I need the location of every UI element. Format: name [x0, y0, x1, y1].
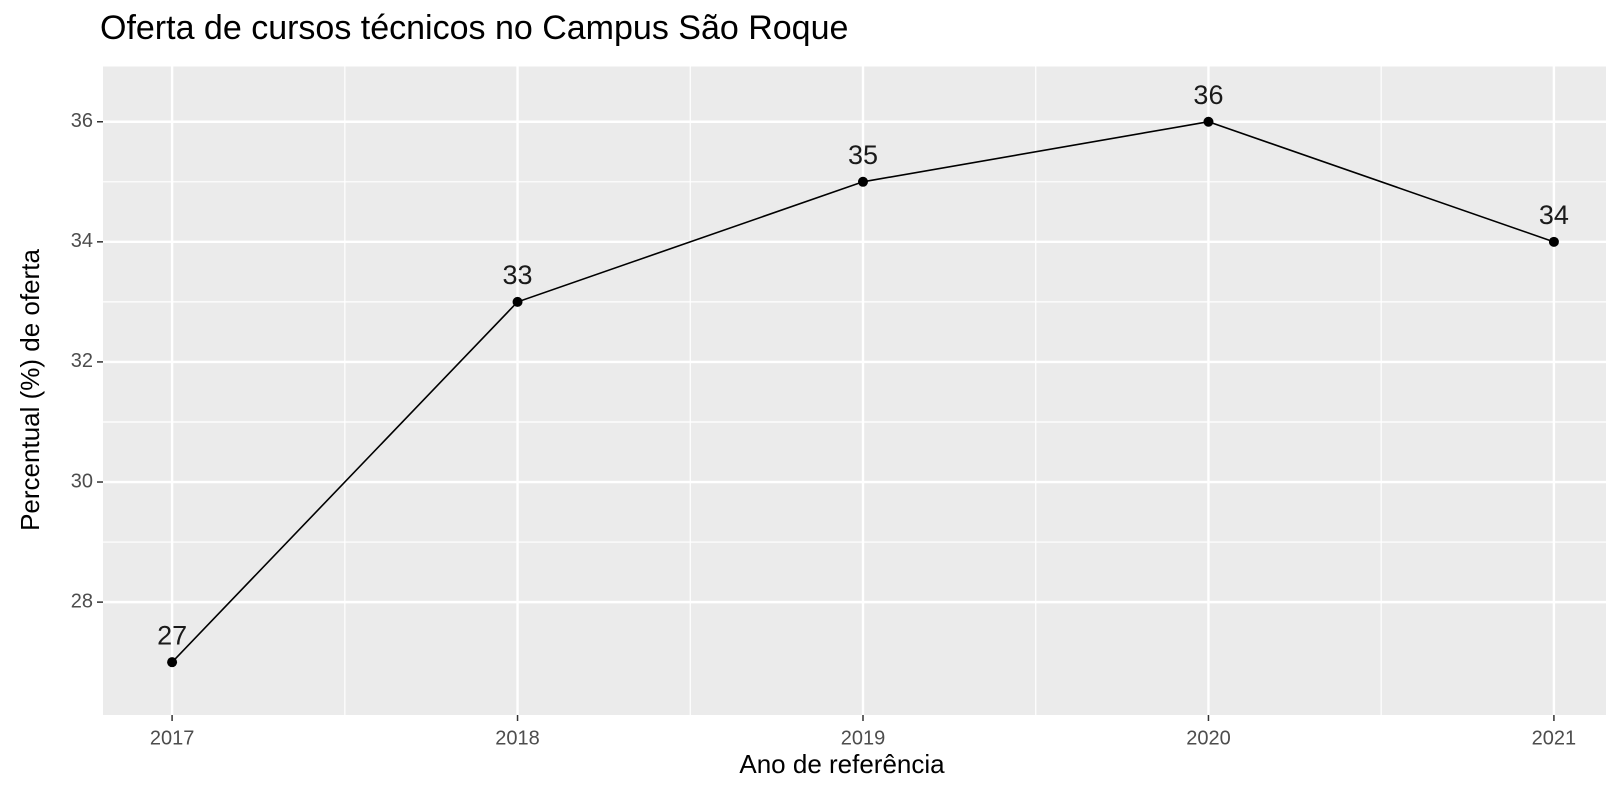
point — [1203, 116, 1214, 127]
plot-panel — [103, 66, 1606, 715]
data-label: 35 — [848, 140, 878, 170]
x-tick-label: 2019 — [841, 727, 886, 749]
y-tick-label: 36 — [71, 110, 93, 132]
x-axis-title: Ano de referência — [739, 749, 945, 779]
point — [167, 657, 178, 668]
y-tick-label: 34 — [71, 230, 93, 252]
y-tick-label: 32 — [71, 350, 93, 372]
point — [1548, 236, 1559, 247]
y-tick-label: 28 — [71, 590, 93, 612]
x-tick-label: 2017 — [150, 727, 195, 749]
data-label: 36 — [1193, 80, 1223, 110]
data-label: 27 — [157, 620, 187, 650]
data-label: 34 — [1539, 200, 1569, 230]
point — [512, 296, 523, 307]
y-tick-label: 30 — [71, 470, 93, 492]
x-tick-label: 2018 — [495, 727, 540, 749]
chart-title: Oferta de cursos técnicos no Campus São … — [100, 9, 848, 47]
x-tick-label: 2021 — [1532, 727, 1577, 749]
point — [858, 176, 868, 187]
data-label: 33 — [503, 260, 533, 290]
x-tick-label: 2020 — [1186, 727, 1231, 749]
y-axis-title: Percentual (%) de oferta — [15, 249, 45, 531]
